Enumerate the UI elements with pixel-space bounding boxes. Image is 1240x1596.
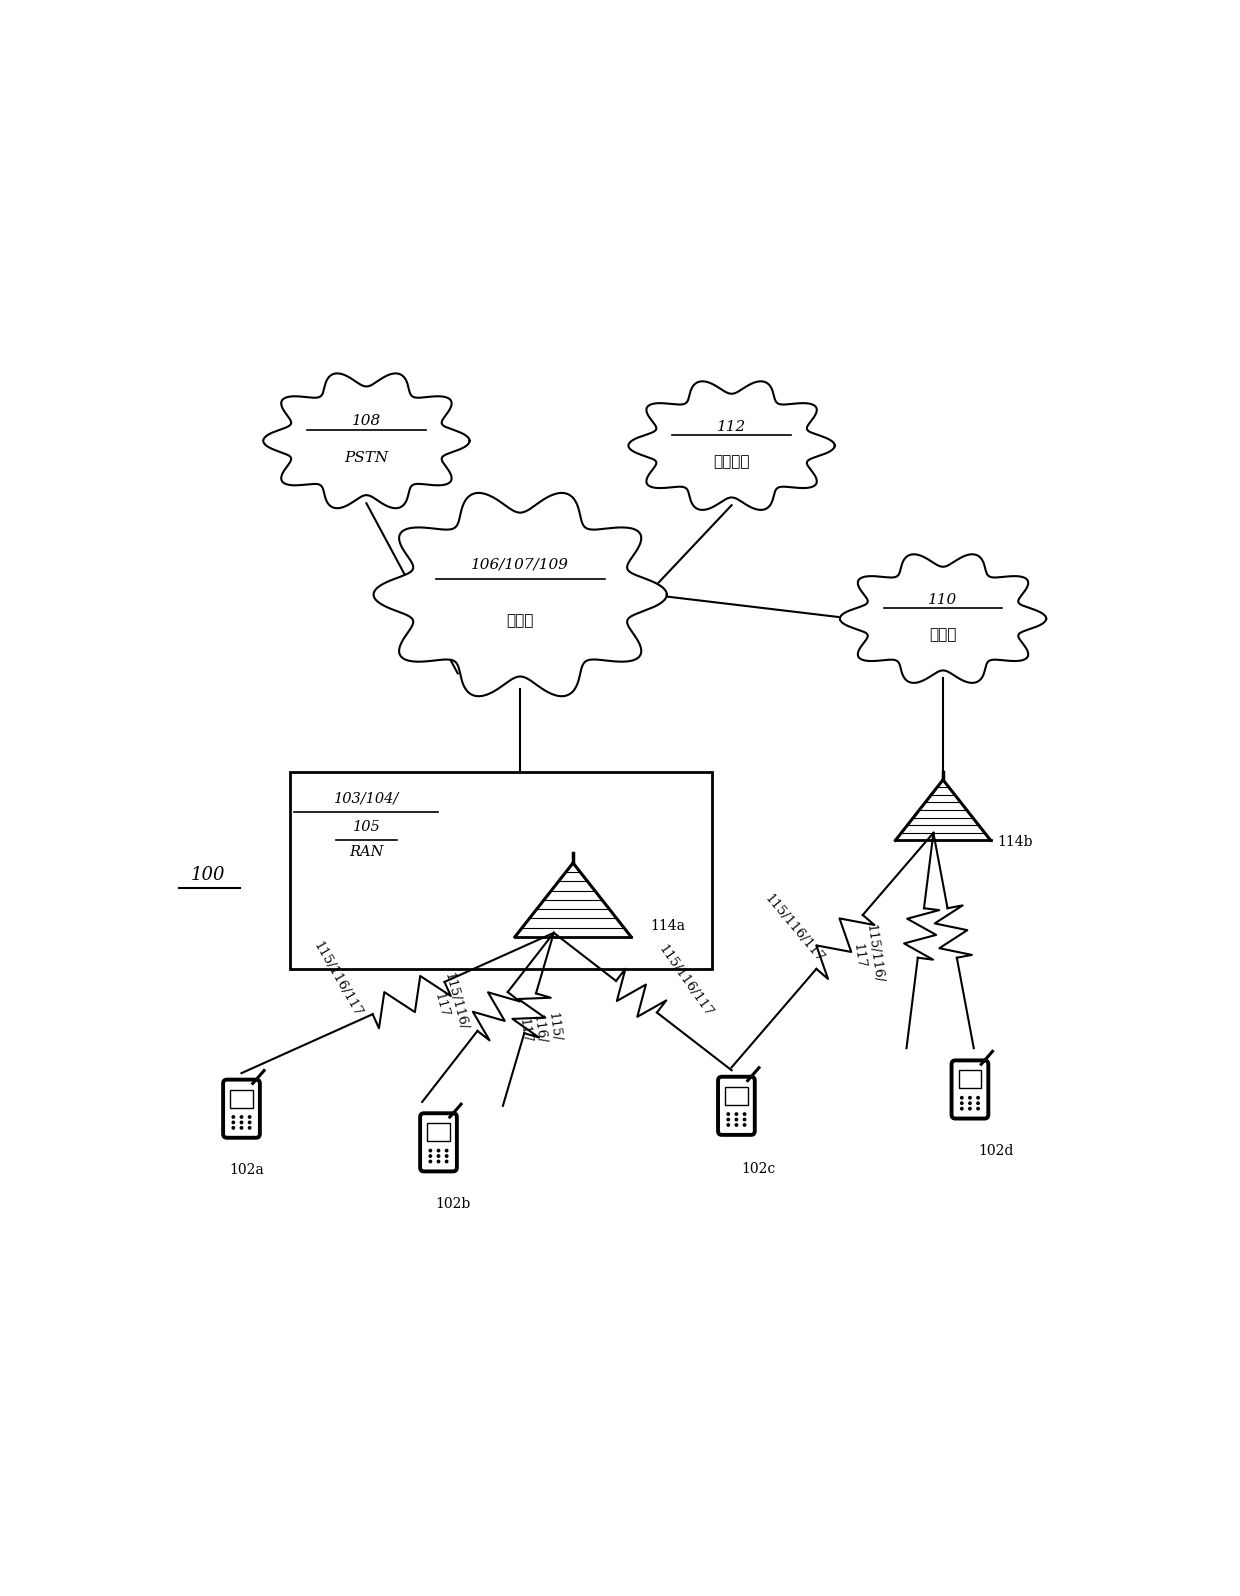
FancyBboxPatch shape xyxy=(718,1077,755,1135)
Circle shape xyxy=(445,1156,448,1157)
Text: 115/116/117: 115/116/117 xyxy=(311,938,365,1018)
Text: 因特网: 因特网 xyxy=(929,629,957,642)
Circle shape xyxy=(232,1127,234,1128)
FancyBboxPatch shape xyxy=(951,1060,988,1119)
Circle shape xyxy=(968,1101,971,1104)
Circle shape xyxy=(445,1160,448,1163)
Text: RAN: RAN xyxy=(350,846,383,859)
Circle shape xyxy=(438,1149,440,1152)
Circle shape xyxy=(743,1119,745,1120)
Circle shape xyxy=(429,1156,432,1157)
Circle shape xyxy=(438,1160,440,1163)
Text: 核心网: 核心网 xyxy=(506,614,534,627)
Circle shape xyxy=(727,1124,729,1127)
Circle shape xyxy=(735,1119,738,1120)
Circle shape xyxy=(961,1108,963,1109)
Circle shape xyxy=(735,1112,738,1116)
Circle shape xyxy=(248,1116,250,1119)
Text: 105: 105 xyxy=(352,820,381,835)
Circle shape xyxy=(241,1116,243,1119)
Bar xyxy=(231,1090,253,1108)
Polygon shape xyxy=(373,493,667,696)
Text: 其他网络: 其他网络 xyxy=(713,455,750,469)
Circle shape xyxy=(445,1149,448,1152)
Circle shape xyxy=(232,1122,234,1124)
Text: 103/104/: 103/104/ xyxy=(334,792,399,806)
Bar xyxy=(959,1071,981,1088)
Text: 114a: 114a xyxy=(650,919,684,934)
Circle shape xyxy=(977,1108,980,1109)
Text: 110: 110 xyxy=(929,592,957,606)
Text: 115/116/117: 115/116/117 xyxy=(761,892,826,966)
Circle shape xyxy=(727,1119,729,1120)
Circle shape xyxy=(977,1101,980,1104)
Text: 102d: 102d xyxy=(978,1144,1013,1159)
Circle shape xyxy=(232,1116,234,1119)
Text: PSTN: PSTN xyxy=(345,452,388,466)
Text: 114b: 114b xyxy=(998,835,1033,849)
Circle shape xyxy=(248,1127,250,1128)
Bar xyxy=(428,1124,450,1141)
Circle shape xyxy=(977,1096,980,1100)
Text: 100: 100 xyxy=(191,867,226,884)
Circle shape xyxy=(961,1101,963,1104)
Circle shape xyxy=(743,1124,745,1127)
Text: 115/116/
117: 115/116/ 117 xyxy=(848,924,884,986)
Circle shape xyxy=(429,1160,432,1163)
Circle shape xyxy=(743,1112,745,1116)
Text: 102b: 102b xyxy=(435,1197,470,1211)
Polygon shape xyxy=(263,373,470,508)
Text: 112: 112 xyxy=(717,420,746,434)
FancyBboxPatch shape xyxy=(420,1114,456,1171)
Polygon shape xyxy=(629,381,835,509)
Polygon shape xyxy=(839,554,1047,683)
Text: 115/116/
117: 115/116/ 117 xyxy=(427,970,469,1036)
Circle shape xyxy=(438,1156,440,1157)
Circle shape xyxy=(241,1122,243,1124)
Circle shape xyxy=(429,1149,432,1152)
Circle shape xyxy=(968,1096,971,1100)
Circle shape xyxy=(241,1127,243,1128)
Bar xyxy=(725,1087,748,1104)
Text: 115/
116/
117: 115/ 116/ 117 xyxy=(516,1012,563,1047)
Text: 106/107/109: 106/107/109 xyxy=(471,557,569,571)
Bar xyxy=(290,772,713,969)
FancyBboxPatch shape xyxy=(223,1079,260,1138)
Circle shape xyxy=(727,1112,729,1116)
Text: 115/116/117: 115/116/117 xyxy=(656,943,715,1020)
Circle shape xyxy=(961,1096,963,1100)
Circle shape xyxy=(248,1122,250,1124)
Text: 108: 108 xyxy=(352,413,381,428)
Circle shape xyxy=(968,1108,971,1109)
Text: 102c: 102c xyxy=(742,1162,776,1176)
Circle shape xyxy=(735,1124,738,1127)
Text: 102a: 102a xyxy=(229,1163,264,1178)
